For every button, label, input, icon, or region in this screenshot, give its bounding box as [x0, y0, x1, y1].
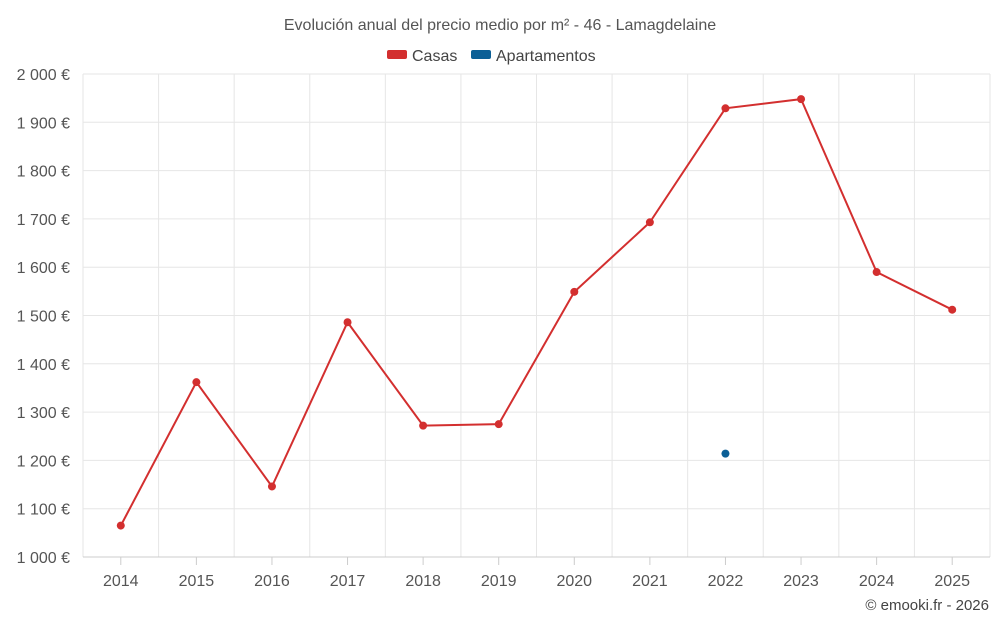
- x-tick-label: 2014: [103, 573, 139, 590]
- series-line: [119, 98, 953, 527]
- grid-lines: [82, 73, 991, 565]
- x-tick-label: 2017: [330, 573, 366, 590]
- y-tick-label: 1 800 €: [17, 164, 70, 181]
- data-point[interactable]: [948, 305, 957, 314]
- x-tick-label: 2022: [708, 573, 744, 590]
- legend-label: Casas: [412, 48, 457, 65]
- legend-swatch: [471, 50, 491, 59]
- x-tick-label: 2018: [405, 573, 441, 590]
- y-tick-label: 1 600 €: [17, 260, 70, 277]
- x-tick-label: 2023: [783, 573, 819, 590]
- series-layer: [116, 95, 957, 530]
- x-tick-label: 2019: [481, 573, 517, 590]
- data-point[interactable]: [343, 318, 352, 327]
- y-tick-label: 1 100 €: [17, 502, 70, 519]
- y-tick-label: 2 000 €: [17, 67, 70, 84]
- legend-label: Apartamentos: [496, 48, 596, 65]
- data-point[interactable]: [494, 420, 503, 429]
- x-tick-label: 2016: [254, 573, 290, 590]
- data-point[interactable]: [721, 449, 730, 458]
- y-tick-label: 1 400 €: [17, 357, 70, 374]
- x-tick-label: 2015: [179, 573, 215, 590]
- x-tick-label: 2021: [632, 573, 668, 590]
- legend-item-apartamentos[interactable]: Apartamentos: [471, 48, 596, 65]
- series-casas: [116, 95, 957, 530]
- data-point[interactable]: [570, 287, 579, 296]
- data-point[interactable]: [797, 95, 806, 104]
- data-point[interactable]: [721, 104, 730, 113]
- x-tick-label: 2024: [859, 573, 895, 590]
- series-apartamentos: [721, 449, 730, 458]
- data-point[interactable]: [419, 421, 428, 430]
- data-point[interactable]: [116, 521, 125, 530]
- legend-item-casas[interactable]: Casas: [387, 48, 457, 65]
- y-tick-label: 1 300 €: [17, 405, 70, 422]
- y-tick-label: 1 200 €: [17, 453, 70, 470]
- x-tick-label: 2020: [556, 573, 592, 590]
- x-axis-ticks: 2014 2015 2016 2017 2018 2019 2020 2021 2022 2023…: [103, 573, 970, 590]
- y-tick-label: 1 000 €: [17, 550, 70, 567]
- chart-title: Evolución anual del precio medio por m² …: [284, 17, 716, 34]
- legend: Casas Apartamentos: [387, 48, 596, 65]
- credit-text: © emooki.fr - 2026: [865, 597, 989, 614]
- legend-swatch: [387, 50, 407, 59]
- data-point[interactable]: [645, 218, 654, 227]
- y-tick-label: 1 500 €: [17, 309, 70, 326]
- data-point[interactable]: [192, 378, 201, 387]
- x-tick-label: 2025: [934, 573, 970, 590]
- y-tick-label: 1 900 €: [17, 115, 70, 132]
- y-axis-ticks: 1 000 € 1 100 € 1 200 € 1 300 € 1 400 € 1 500…: [17, 67, 70, 567]
- y-tick-label: 1 700 €: [17, 212, 70, 229]
- data-point[interactable]: [872, 268, 881, 277]
- data-point[interactable]: [267, 482, 276, 491]
